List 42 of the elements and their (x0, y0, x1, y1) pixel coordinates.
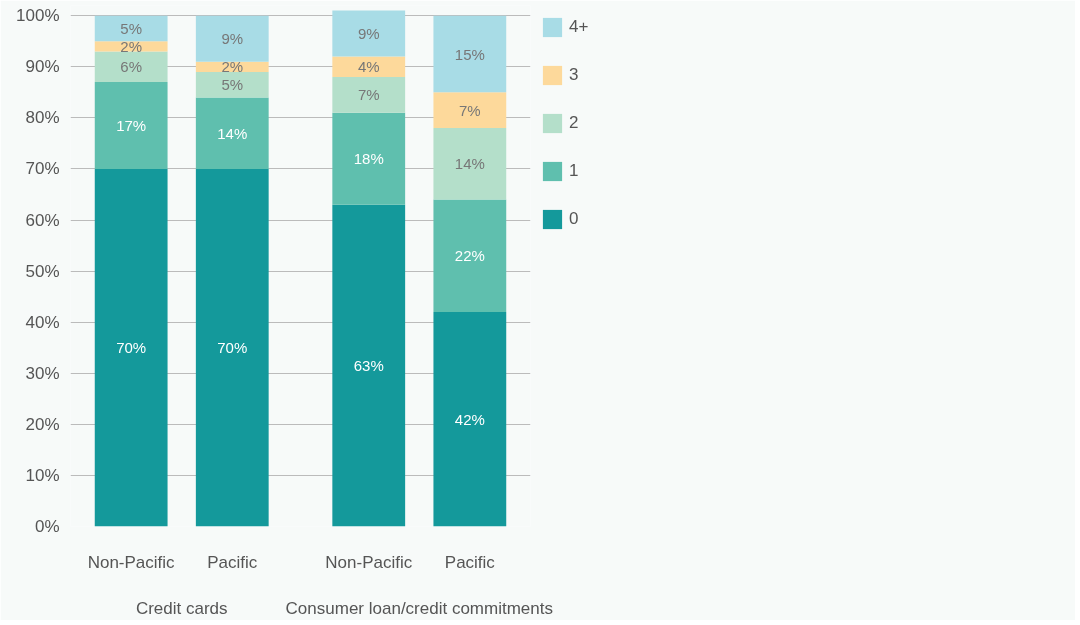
y-tick-label: 40% (25, 312, 60, 332)
text: Consumer loan/credit commitments (285, 598, 553, 618)
legend-label: 1 (569, 161, 580, 181)
data-label: 15% (454, 45, 485, 63)
legend-label: 2 (569, 113, 580, 133)
y-tick-label: 20% (25, 414, 60, 434)
data-label: 70% (217, 339, 248, 357)
data-label: 4% (357, 58, 380, 76)
y-tick-label: 0% (34, 517, 60, 536)
y-tick-label: 30% (25, 363, 60, 383)
y-tick-label: 80% (25, 108, 60, 128)
x-tick-label: Non-Pacific (87, 552, 176, 572)
data-label: 70% (116, 339, 147, 357)
data-label: 42% (454, 410, 485, 428)
data-label: 22% (454, 247, 485, 265)
legend-label: 3 (569, 65, 580, 85)
x-tick-label: Non-Pacific (325, 552, 413, 572)
data-label: 14% (217, 124, 248, 142)
y-tick-label: 70% (25, 159, 60, 179)
data-label: 6% (120, 58, 143, 76)
data-label: 63% (353, 357, 384, 375)
data-label: 2% (120, 37, 143, 55)
data-label: 9% (357, 25, 380, 43)
data-label: 2% (221, 58, 244, 76)
y-tick-label: 50% (25, 261, 60, 281)
legend-label: 0 (569, 209, 580, 229)
y-tick-label: 10% (25, 465, 60, 485)
x-tick-label: Pacific (444, 552, 496, 572)
data-label: 9% (221, 30, 244, 48)
data-label: 7% (357, 86, 380, 104)
data-label: 5% (120, 19, 143, 37)
data-label: 17% (116, 117, 147, 135)
legend-label: 4+ (569, 17, 589, 37)
y-tick-label: 60% (25, 210, 60, 230)
text: Credit cards (135, 598, 228, 618)
y-tick-label: 90% (25, 57, 60, 77)
x-tick-label: Pacific (207, 552, 258, 572)
data-label: 7% (459, 101, 481, 119)
data-label: 18% (353, 150, 384, 168)
data-label: 14% (454, 155, 485, 173)
y-tick-label: 100% (16, 6, 60, 26)
data-label: 5% (221, 76, 244, 94)
